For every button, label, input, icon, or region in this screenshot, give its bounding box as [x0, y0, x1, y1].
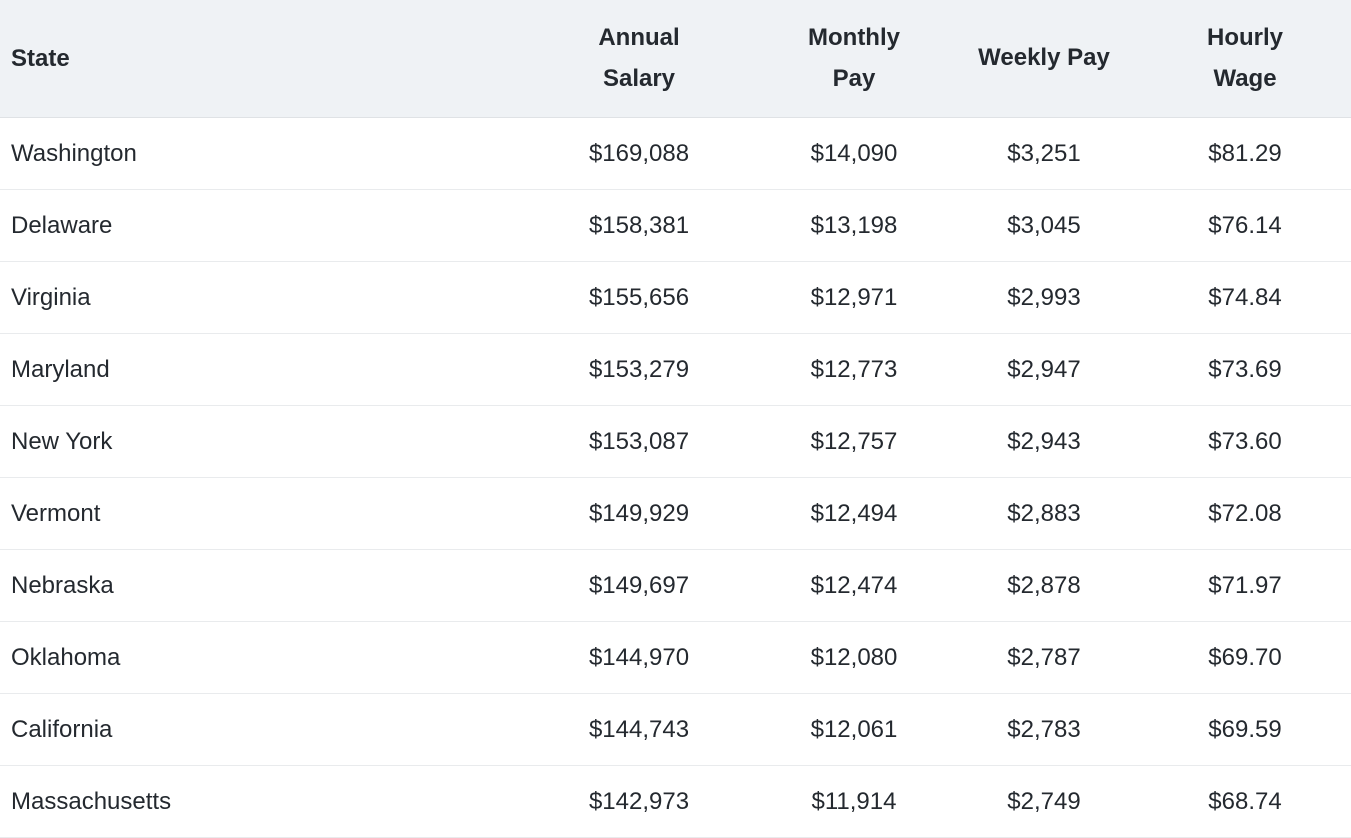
cell-annual-salary: $153,279 [519, 333, 759, 406]
cell-state: California [0, 693, 519, 766]
cell-hourly-wage: $73.69 [1139, 333, 1351, 406]
cell-weekly-pay: $2,947 [949, 333, 1139, 406]
table-header: State Annual Salary Monthly Pay Weekly P… [0, 0, 1351, 118]
cell-weekly-pay: $2,993 [949, 261, 1139, 334]
cell-hourly-wage: $76.14 [1139, 189, 1351, 262]
column-header-hourly-wage-label: Hourly Wage [1206, 23, 1283, 92]
cell-hourly-wage: $68.74 [1139, 765, 1351, 838]
table-row: Delaware $158,381 $13,198 $3,045 $76.14 [0, 189, 1351, 262]
cell-annual-salary: $153,087 [519, 405, 759, 478]
cell-state: Vermont [0, 477, 519, 550]
cell-state: Delaware [0, 189, 519, 262]
column-header-monthly-pay: Monthly Pay [759, 0, 949, 118]
cell-hourly-wage: $69.70 [1139, 621, 1351, 694]
table-row: Oklahoma $144,970 $12,080 $2,787 $69.70 [0, 621, 1351, 694]
cell-weekly-pay: $2,783 [949, 693, 1139, 766]
cell-monthly-pay: $12,757 [759, 405, 949, 478]
column-header-annual-salary: Annual Salary [519, 0, 759, 118]
column-header-annual-salary-label: Annual Salary [598, 23, 680, 92]
cell-weekly-pay: $2,878 [949, 549, 1139, 622]
column-header-weekly-pay: Weekly Pay [949, 0, 1139, 118]
cell-state: Nebraska [0, 549, 519, 622]
column-header-hourly-wage: Hourly Wage [1139, 0, 1351, 118]
cell-monthly-pay: $12,474 [759, 549, 949, 622]
column-header-weekly-pay-label: Weekly Pay [978, 44, 1110, 72]
cell-state: Massachusetts [0, 765, 519, 838]
cell-weekly-pay: $3,045 [949, 189, 1139, 262]
cell-state: Washington [0, 117, 519, 190]
table-row: Nebraska $149,697 $12,474 $2,878 $71.97 [0, 549, 1351, 622]
table-body: Washington $169,088 $14,090 $3,251 $81.2… [0, 117, 1351, 838]
cell-weekly-pay: $2,943 [949, 405, 1139, 478]
cell-weekly-pay: $2,749 [949, 765, 1139, 838]
column-header-monthly-pay-label: Monthly Pay [808, 23, 900, 92]
cell-monthly-pay: $13,198 [759, 189, 949, 262]
cell-state: Maryland [0, 333, 519, 406]
cell-annual-salary: $158,381 [519, 189, 759, 262]
cell-annual-salary: $149,929 [519, 477, 759, 550]
cell-monthly-pay: $12,971 [759, 261, 949, 334]
table-row: Massachusetts $142,973 $11,914 $2,749 $6… [0, 765, 1351, 838]
cell-weekly-pay: $2,883 [949, 477, 1139, 550]
cell-hourly-wage: $69.59 [1139, 693, 1351, 766]
cell-monthly-pay: $14,090 [759, 117, 949, 190]
cell-annual-salary: $149,697 [519, 549, 759, 622]
cell-state: Oklahoma [0, 621, 519, 694]
cell-weekly-pay: $3,251 [949, 117, 1139, 190]
table-row: Vermont $149,929 $12,494 $2,883 $72.08 [0, 477, 1351, 550]
cell-monthly-pay: $12,773 [759, 333, 949, 406]
table-row: New York $153,087 $12,757 $2,943 $73.60 [0, 405, 1351, 478]
cell-annual-salary: $169,088 [519, 117, 759, 190]
table-row: California $144,743 $12,061 $2,783 $69.5… [0, 693, 1351, 766]
cell-monthly-pay: $12,061 [759, 693, 949, 766]
table-row: Washington $169,088 $14,090 $3,251 $81.2… [0, 117, 1351, 190]
cell-monthly-pay: $12,494 [759, 477, 949, 550]
header-row: State Annual Salary Monthly Pay Weekly P… [0, 0, 1351, 118]
cell-monthly-pay: $12,080 [759, 621, 949, 694]
cell-weekly-pay: $2,787 [949, 621, 1139, 694]
cell-annual-salary: $144,970 [519, 621, 759, 694]
cell-annual-salary: $155,656 [519, 261, 759, 334]
cell-state: New York [0, 405, 519, 478]
cell-hourly-wage: $73.60 [1139, 405, 1351, 478]
column-header-state: State [0, 0, 519, 118]
cell-hourly-wage: $74.84 [1139, 261, 1351, 334]
cell-hourly-wage: $71.97 [1139, 549, 1351, 622]
cell-annual-salary: $142,973 [519, 765, 759, 838]
table-row: Maryland $153,279 $12,773 $2,947 $73.69 [0, 333, 1351, 406]
cell-hourly-wage: $72.08 [1139, 477, 1351, 550]
cell-annual-salary: $144,743 [519, 693, 759, 766]
cell-monthly-pay: $11,914 [759, 765, 949, 838]
cell-hourly-wage: $81.29 [1139, 117, 1351, 190]
cell-state: Virginia [0, 261, 519, 334]
table-row: Virginia $155,656 $12,971 $2,993 $74.84 [0, 261, 1351, 334]
